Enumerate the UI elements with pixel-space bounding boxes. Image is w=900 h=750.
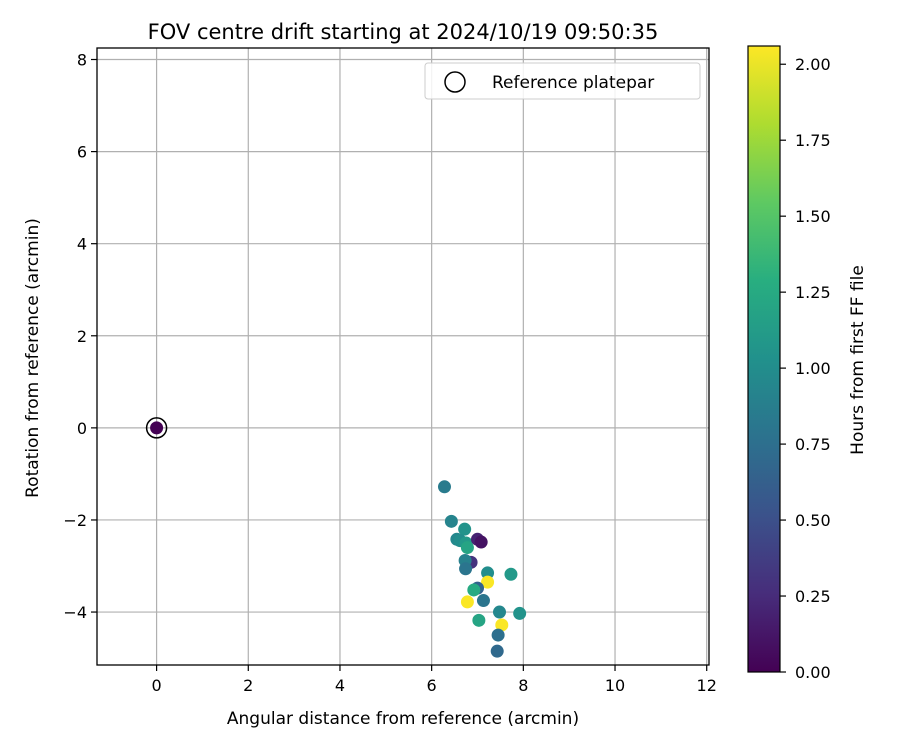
legend-marker — [444, 71, 466, 93]
grid — [97, 48, 709, 665]
data-point — [481, 566, 495, 580]
x-tick-label: 6 — [427, 676, 437, 695]
plot-frame — [96, 47, 710, 666]
data-point — [467, 583, 481, 597]
legend-label: Reference platepar — [492, 73, 654, 93]
x-axis-ticks: 0 2 4 6 8 10 12 — [152, 665, 717, 695]
x-tick-label: 2 — [243, 676, 253, 695]
data-point — [491, 628, 505, 642]
data-point — [481, 575, 495, 589]
reference-marker — [145, 417, 168, 439]
x-tick-label: 4 — [335, 676, 345, 695]
legend-box — [424, 62, 701, 100]
data-points — [145, 417, 527, 658]
data-point — [472, 613, 486, 627]
colorbar-label: Hours from first FF file — [848, 265, 868, 455]
colorbar-tick-label: 0.75 — [795, 435, 831, 454]
x-tick-label: 8 — [518, 676, 528, 695]
y-tick-label: −2 — [63, 511, 87, 530]
y-tick-label: 0 — [77, 419, 87, 438]
y-tick-label: 8 — [77, 51, 87, 70]
data-point — [476, 594, 490, 608]
data-point — [458, 522, 472, 536]
data-point — [492, 605, 506, 619]
data-point — [460, 541, 474, 555]
data-point — [474, 535, 488, 549]
y-tick-label: 4 — [77, 235, 87, 254]
y-tick-label: 2 — [77, 327, 87, 346]
colorbar-ticks: 0.00 0.25 0.50 0.75 1.00 1.25 1.50 1.75 2.00 — [780, 55, 831, 682]
x-tick-label: 10 — [605, 676, 625, 695]
data-point — [513, 606, 527, 620]
x-axis-label: Angular distance from reference (arcmin) — [227, 709, 579, 729]
y-axis-ticks: −4 −2 0 2 4 6 8 — [63, 51, 97, 622]
colorbar-tick-label: 0.25 — [795, 587, 831, 606]
legend: Reference platepar — [424, 62, 701, 100]
colorbar-tick-label: 0.50 — [795, 511, 831, 530]
colorbar-tick-label: 1.75 — [795, 131, 831, 150]
colorbar-tick-label: 1.50 — [795, 207, 831, 226]
data-point — [437, 480, 451, 494]
colorbar: 0.00 0.25 0.50 0.75 1.00 1.25 1.50 1.75 2.00 Hou… — [747, 45, 868, 682]
data-point — [460, 595, 474, 609]
colorbar-tick-label: 1.00 — [795, 359, 831, 378]
data-point — [495, 618, 509, 632]
colorbar-gradient — [747, 45, 781, 673]
data-point — [150, 421, 164, 435]
data-point — [504, 567, 518, 581]
x-tick-label: 12 — [697, 676, 717, 695]
y-tick-label: 6 — [77, 143, 87, 162]
colorbar-tick-label: 2.00 — [795, 55, 831, 74]
data-point — [459, 562, 473, 576]
colorbar-tick-label: 1.25 — [795, 283, 831, 302]
data-point — [490, 644, 504, 658]
data-point — [444, 514, 458, 528]
colorbar-tick-label: 0.00 — [795, 663, 831, 682]
x-tick-label: 0 — [152, 676, 162, 695]
y-tick-label: −4 — [63, 603, 87, 622]
chart-title: FOV centre drift starting at 2024/10/19 … — [148, 20, 659, 44]
y-axis-label: Rotation from reference (arcmin) — [23, 218, 43, 498]
